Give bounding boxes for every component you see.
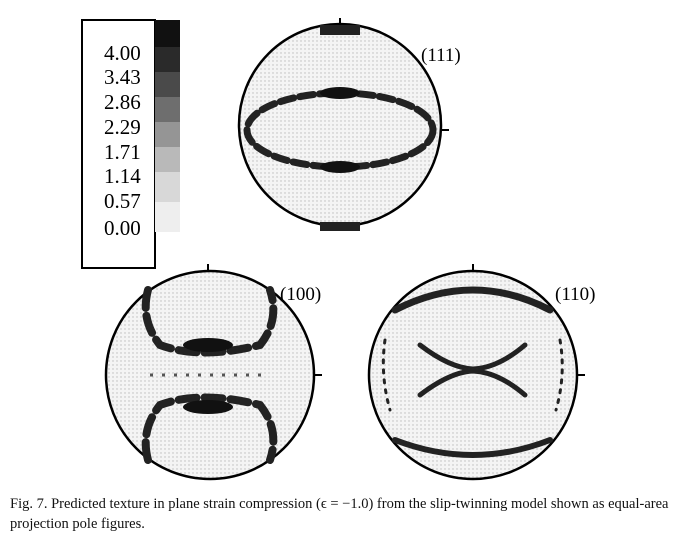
figure: 4.00 3.43 2.86 2.29 1.71 1.14 0.57 0.00 … [81,18,595,481]
pole-label: (110) [555,284,595,305]
legend-level: 4.00 [104,41,141,65]
pole-figure [237,18,449,231]
legend-level: 0.57 [104,189,141,213]
pole-label: (100) [280,284,321,305]
caption: Fig. 7. Predicted texture in plane strai… [10,496,669,532]
legend-level: 3.43 [104,65,141,89]
legend-box [81,19,156,269]
color-bar [155,20,180,232]
pole-figure [104,264,322,481]
legend-level: 1.71 [104,140,141,164]
pole-figure [367,264,585,481]
legend-level: 2.29 [104,115,141,139]
pole-label: (111) [421,45,461,66]
legend-level: 0.00 [104,216,141,240]
legend-level: 1.14 [104,164,141,188]
legend-level: 2.86 [104,90,141,114]
